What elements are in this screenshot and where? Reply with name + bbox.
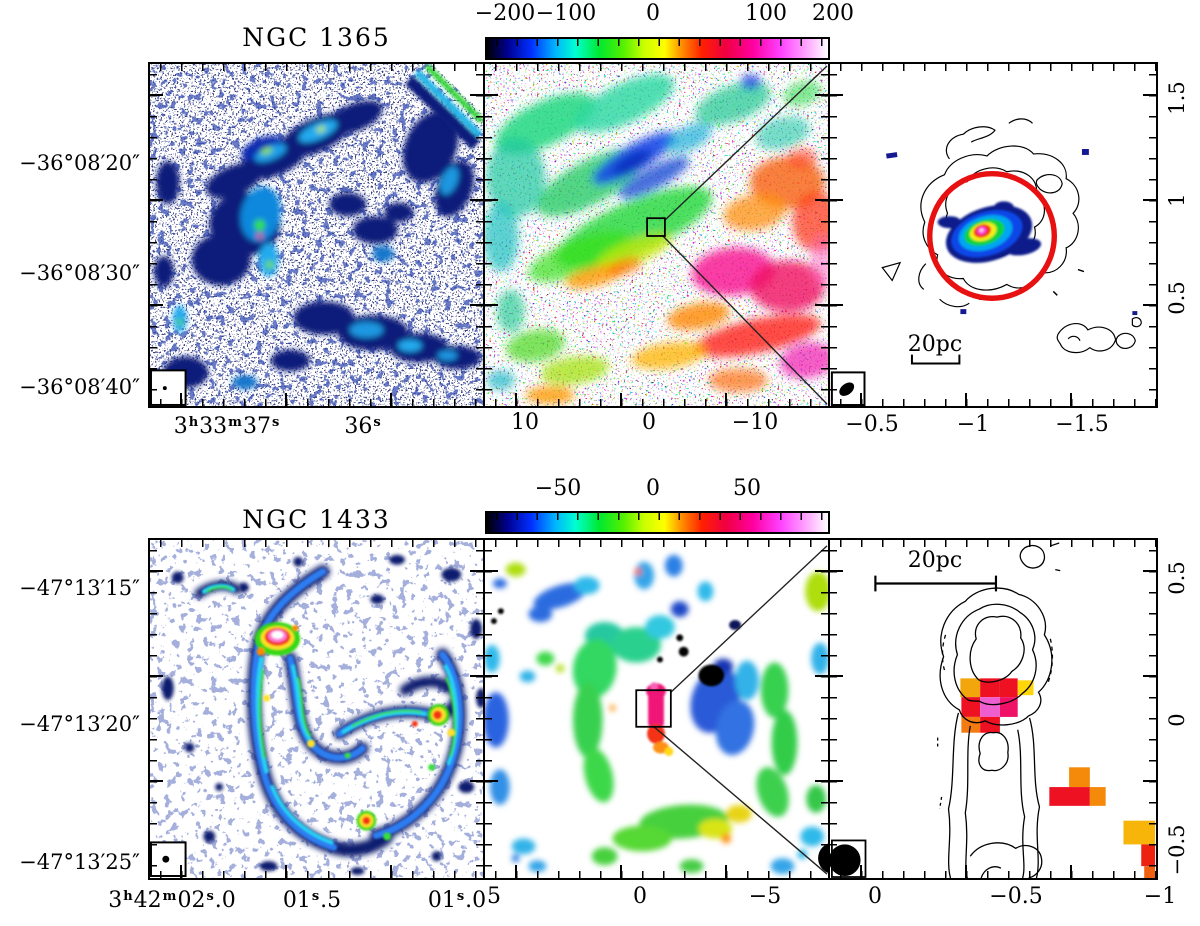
- velocity-map-graphic: [485, 64, 828, 406]
- ra-tick-label: 3h33m37s: [173, 414, 280, 439]
- intensity-map-graphic: [150, 540, 483, 878]
- offset-tick-label: 0: [633, 884, 647, 909]
- scale-bar-label: 20pc: [907, 332, 963, 357]
- panel-ngc1365-nuclear-zoom: 20pc: [830, 62, 1158, 408]
- colorbar-ticks: [487, 39, 828, 46]
- panel-ngc1433-velocity-map: [485, 538, 830, 880]
- inset-x-tick-label: −1: [1143, 884, 1177, 909]
- scale-bar-label: 20pc: [907, 548, 963, 573]
- colorbar-tick-label: −200: [474, 1, 536, 26]
- pixel-blocks: [960, 678, 1156, 878]
- velocity-map-graphic: [485, 545, 828, 875]
- colorbar-tick-label: −100: [535, 1, 597, 26]
- offset-tick-label: 0: [642, 410, 656, 435]
- inset-y-tick-label: 0.5: [1165, 561, 1189, 595]
- inset-y-tick-label: 0.5: [1165, 281, 1189, 315]
- panel-ngc1433-nuclear-zoom: 20pc: [830, 538, 1158, 880]
- galaxy-title-ngc1433: NGC 1433: [242, 505, 391, 534]
- nuclear-zoom-graphic: [830, 542, 1156, 878]
- inset-x-tick-label: −1.5: [1055, 412, 1109, 437]
- galaxy-title-ngc1365: NGC 1365: [242, 23, 391, 52]
- beam-marker: [830, 844, 861, 877]
- colorbar-tick-label: 50: [733, 476, 761, 501]
- panel-ngc1365-velocity-map: [485, 62, 830, 408]
- dec-tick-label: −36°08′20″: [19, 151, 140, 175]
- ra-tick-label: 01s.0: [427, 888, 487, 913]
- colorbar-tick-label: 0: [646, 1, 660, 26]
- inset-x-tick-label: −1: [956, 412, 990, 437]
- inset-y-tick-label: 1: [1165, 193, 1189, 207]
- nuclear-emission-blob: [937, 201, 1042, 263]
- offset-tick-label: −10: [731, 410, 779, 435]
- colorbar-tick-label: 200: [812, 1, 854, 26]
- inset-y-tick-label: 0: [1165, 713, 1189, 727]
- panel-ngc1433-intensity-map: [148, 538, 485, 880]
- inset-y-tick-label: −0.5: [1165, 824, 1189, 876]
- colorbar-tick-label: 100: [745, 1, 787, 26]
- inset-y-tick-label: 1.5: [1165, 81, 1189, 115]
- nuclear-outflow-blob: [646, 682, 674, 756]
- colorbar-ticks: [487, 513, 828, 520]
- inset-x-tick-label: 0: [868, 884, 882, 909]
- dec-tick-label: −47°13′25″: [19, 850, 140, 874]
- ra-tick-label: 01s.5: [282, 888, 342, 913]
- ra-tick-label: 3h42m02s.0: [108, 888, 236, 913]
- beam-marker: [818, 843, 828, 873]
- dec-tick-label: −36°08′30″: [19, 261, 140, 285]
- intensity-map-graphic: [150, 64, 483, 406]
- offset-tick-label: 5: [487, 884, 501, 909]
- beam-marker: [162, 386, 167, 391]
- colorbar-tick-label: 0: [646, 476, 660, 501]
- dec-tick-label: −47°13′15″: [19, 576, 140, 600]
- dec-tick-label: −47°13′20″: [19, 712, 140, 736]
- velocity-colorbar-ngc1433: [485, 511, 830, 534]
- dec-tick-label: −36°08′40″: [19, 375, 140, 399]
- inset-x-tick-label: −0.5: [845, 412, 899, 437]
- ra-tick-label: 36s: [344, 414, 381, 439]
- inset-x-tick-label: −0.5: [989, 884, 1043, 909]
- velocity-colorbar-ngc1365: [485, 37, 830, 60]
- nuclear-zoom-graphic: [830, 118, 1142, 406]
- colorbar-tick-label: −50: [534, 476, 582, 501]
- beam-box: [150, 369, 187, 406]
- offset-tick-label: 10: [511, 410, 539, 435]
- beam-marker: [162, 855, 170, 863]
- panel-ngc1365-intensity-map: [148, 62, 485, 408]
- offset-tick-label: −5: [748, 884, 782, 909]
- scale-bar: [874, 575, 998, 592]
